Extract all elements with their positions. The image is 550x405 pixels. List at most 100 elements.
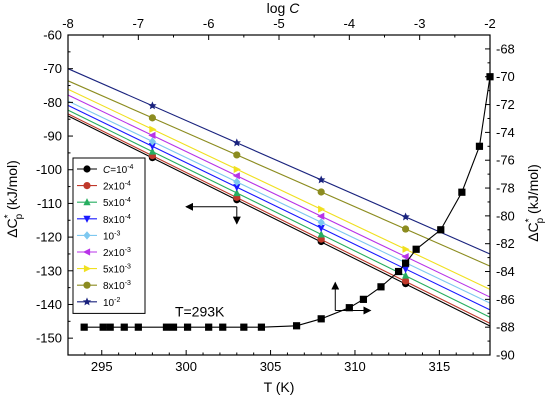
y-left-axis-title-text: ΔC*p (kJ/mol) (3, 160, 25, 238)
legend-label-main: 8x10 (103, 215, 125, 226)
legend-label-exponent: -4 (125, 181, 131, 188)
series-line (67, 88, 491, 290)
axes: 295 300 305 310 315 T (K) -8 -7 -6 -5 -4 -3 -2 log C -… (3, 0, 546, 395)
series-line (67, 115, 491, 327)
data-point (233, 188, 241, 197)
y-left-tick-label: -120 (36, 230, 62, 245)
data-point (149, 125, 157, 133)
data-point (232, 138, 241, 147)
data-point (120, 323, 128, 331)
y-right-tick-label: -68 (496, 41, 515, 56)
y-right-tick-label: -86 (496, 292, 515, 307)
y-right-tick-label: -90 (496, 348, 515, 363)
legend-label: 2x10-3 (103, 247, 131, 259)
y-left-tick-label: -100 (36, 162, 62, 177)
data-point (148, 137, 156, 146)
annotation-label: T=293K (175, 303, 225, 319)
data-point (377, 283, 385, 291)
y-title-delta: ΔC (525, 222, 541, 241)
data-point (148, 101, 157, 110)
data-point (412, 245, 420, 253)
data-point (292, 322, 301, 330)
legend-label-exponent: -3 (125, 280, 131, 287)
legend-marker (83, 215, 91, 223)
legend-entry: 8x10-3 (77, 280, 131, 292)
x-tick-label: 295 (91, 359, 113, 374)
legend-entry: 5x10-4 (77, 197, 131, 209)
legend-label: 8x10-4 (103, 214, 131, 226)
top-axis-title-word: log (267, 0, 290, 16)
top-tick-label: -4 (344, 16, 356, 31)
data-point (317, 188, 325, 196)
series-line (67, 104, 491, 311)
data-point (402, 271, 410, 279)
data-point (402, 277, 410, 285)
y-right-tick-label: -84 (496, 264, 515, 279)
top-tick-label: -3 (414, 16, 426, 31)
series-7 (67, 88, 491, 290)
legend-entry: C=10-4 (77, 164, 134, 176)
data-point (318, 205, 326, 213)
y-right-tick-label: -80 (496, 208, 515, 223)
data-point (162, 323, 171, 331)
top-axis-title: log C (267, 0, 301, 16)
legend-label: 5x10-3 (103, 264, 131, 276)
y-title-units: (kJ/mol) (525, 164, 541, 218)
series-line (67, 68, 491, 255)
data-point (402, 259, 410, 267)
y-left-tick-label: -110 (37, 196, 62, 211)
legend-label: C=10-4 (103, 164, 134, 176)
legend-label-exponent: -3 (125, 264, 131, 271)
legend-label-var: C (103, 165, 111, 176)
series-line (67, 113, 491, 324)
x-tick-label: 300 (175, 359, 197, 374)
y-right-tick-label: -70 (496, 69, 515, 84)
data-point (257, 323, 266, 331)
data-point (233, 184, 241, 192)
legend-entry: 10-2 (77, 297, 120, 309)
x-axis-title: T (K) (264, 379, 295, 395)
y-title-superscript: * (3, 214, 14, 218)
legend-marker (83, 198, 91, 206)
legend-label: 10-2 (103, 297, 120, 309)
data-point (401, 253, 409, 261)
legend-label: 8x10-3 (103, 280, 131, 292)
data-point (359, 295, 367, 303)
legend-entry: 8x10-4 (77, 214, 131, 226)
legend-label: 5x10-4 (103, 197, 131, 209)
legend-marker (83, 165, 91, 173)
top-tick-label: -8 (62, 16, 74, 31)
legend-entry: 5x10-3 (77, 264, 131, 276)
top-tick-label: -5 (273, 16, 285, 31)
top-tick-label: -6 (203, 16, 215, 31)
series-line (67, 100, 491, 304)
y-left-tick-label: -130 (36, 263, 62, 278)
data-point (402, 266, 410, 274)
data-point (402, 225, 410, 233)
y-right-tick-label: -72 (496, 97, 515, 112)
legend: C=10-42x10-45x10-48x10-410-32x10-35x10-3… (72, 157, 146, 314)
legend-entry: 2x10-4 (77, 181, 131, 193)
data-point (134, 323, 142, 331)
data-point (232, 172, 240, 180)
legend-label-exponent: -4 (127, 164, 133, 171)
y-left-tick-label: -90 (43, 129, 62, 144)
legend-label-exponent: -4 (125, 197, 131, 204)
data-point (148, 147, 156, 155)
legend-label-exponent: -2 (114, 297, 120, 304)
data-point (233, 151, 241, 159)
data-point (240, 323, 248, 331)
y-right-tick-label: -76 (496, 153, 515, 168)
series-8 (67, 80, 491, 267)
data-point (402, 245, 410, 253)
data-point (205, 323, 213, 331)
y-right-tick-label: -74 (496, 125, 515, 140)
series-4 (67, 104, 491, 311)
legend-label-main: 5x10 (103, 265, 125, 276)
legend-label-main: 2x10 (103, 182, 125, 193)
y-title-subscript: p (14, 213, 25, 219)
legend-entry: 10-3 (77, 230, 120, 242)
series-3 (67, 109, 491, 318)
x-tick-label: 310 (344, 359, 366, 374)
